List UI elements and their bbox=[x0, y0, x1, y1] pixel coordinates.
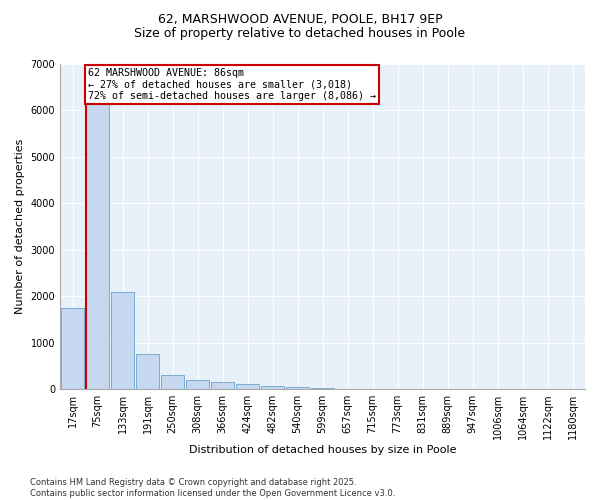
Y-axis label: Number of detached properties: Number of detached properties bbox=[15, 139, 25, 314]
Text: 62, MARSHWOOD AVENUE, POOLE, BH17 9EP: 62, MARSHWOOD AVENUE, POOLE, BH17 9EP bbox=[158, 12, 442, 26]
Bar bbox=[136, 354, 159, 389]
Bar bbox=[261, 386, 284, 389]
Text: Size of property relative to detached houses in Poole: Size of property relative to detached ho… bbox=[134, 28, 466, 40]
Bar bbox=[286, 387, 309, 389]
Text: 62 MARSHWOOD AVENUE: 86sqm
← 27% of detached houses are smaller (3,018)
72% of s: 62 MARSHWOOD AVENUE: 86sqm ← 27% of deta… bbox=[88, 68, 376, 101]
Text: Contains HM Land Registry data © Crown copyright and database right 2025.
Contai: Contains HM Land Registry data © Crown c… bbox=[30, 478, 395, 498]
Bar bbox=[211, 382, 234, 389]
Bar bbox=[311, 388, 334, 389]
Bar bbox=[236, 384, 259, 389]
Bar bbox=[61, 308, 84, 389]
X-axis label: Distribution of detached houses by size in Poole: Distribution of detached houses by size … bbox=[189, 445, 456, 455]
Bar bbox=[161, 375, 184, 389]
Bar bbox=[186, 380, 209, 389]
Bar bbox=[111, 292, 134, 389]
Bar bbox=[86, 101, 109, 389]
